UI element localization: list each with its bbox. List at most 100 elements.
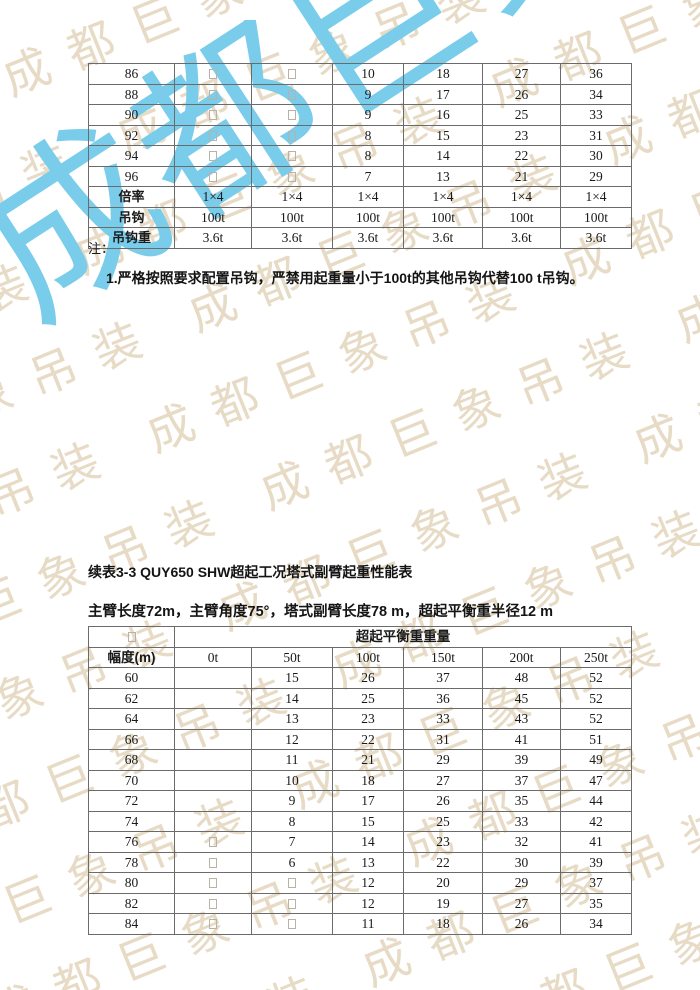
missing-glyph-box-icon — [127, 632, 136, 642]
table-row: 76 7 14 23 32 41 — [88, 831, 633, 853]
column-header-6: 250t — [559, 646, 633, 668]
empty-glyph-cell — [251, 165, 333, 187]
table-cell: 42 — [559, 810, 633, 832]
empty-glyph-cell — [251, 124, 333, 146]
table-cell — [174, 708, 252, 730]
missing-glyph-box-icon — [288, 898, 296, 909]
empty-glyph-cell — [251, 872, 333, 894]
table-cell: 47 — [559, 769, 633, 791]
missing-glyph-box-icon — [288, 130, 296, 141]
table-cell: 8 — [251, 810, 333, 832]
table-cell: 76 — [88, 831, 175, 853]
table-cell — [174, 667, 252, 689]
corner-cell — [88, 626, 175, 648]
table-row: 92 8 15 23 31 — [88, 124, 632, 146]
empty-glyph-cell — [174, 104, 252, 126]
table-row: 80 12 20 29 37 — [88, 872, 633, 894]
table-cell: 7 — [332, 165, 404, 187]
table-row: 62 14 25 36 45 52 — [88, 687, 633, 709]
table-subtitle: 主臂长度72m，主臂角度75°，塔式副臂长度78 m，超起平衡重半径12 m — [88, 604, 554, 620]
table-cell: 17 — [332, 790, 404, 812]
table-row: 94 8 14 22 30 — [88, 145, 632, 167]
empty-glyph-cell — [174, 913, 252, 935]
table-cell: 92 — [88, 124, 175, 146]
table-cell — [174, 790, 252, 812]
table-cell: 74 — [88, 810, 175, 832]
table-cell — [174, 728, 252, 750]
table-cell: 86 — [88, 63, 175, 85]
missing-glyph-box-icon — [288, 110, 296, 120]
table-cell: 100t — [332, 206, 404, 228]
table-cell: 1×4 — [482, 186, 561, 208]
table-cell: 20 — [403, 872, 483, 894]
table-row: 72 9 17 26 35 44 — [88, 790, 633, 812]
table-cell: 6 — [251, 851, 333, 873]
missing-glyph-box-icon — [209, 857, 217, 868]
missing-glyph-box-icon — [209, 171, 217, 182]
table-cell: 51 — [559, 728, 633, 750]
missing-glyph-box-icon — [209, 878, 217, 888]
table-cell: 21 — [482, 165, 561, 187]
table-cell — [174, 749, 252, 771]
table-cell: 1×4 — [560, 186, 632, 208]
missing-glyph-box-icon — [209, 69, 217, 79]
table-cell — [174, 687, 252, 709]
table-cell: 35 — [482, 790, 561, 812]
table-cell: 94 — [88, 145, 175, 167]
table-cell: 33 — [560, 104, 632, 126]
table-cell: 14 — [403, 145, 483, 167]
table-cell: 37 — [559, 872, 633, 894]
table-cell: 1×4 — [403, 186, 483, 208]
table-row: 88 9 17 26 34 — [88, 83, 632, 105]
table-cell: 16 — [403, 104, 483, 126]
table-row: 60 15 26 37 48 52 — [88, 667, 633, 689]
table-cell: 3.6t — [482, 227, 561, 249]
note-item-1: 1.严格按照要求配置吊钩，严禁用起重量小于100t的其他吊钩代替100 t吊钩。 — [106, 270, 584, 286]
table-cell: 41 — [482, 728, 561, 750]
table-cell: 10 — [251, 769, 333, 791]
missing-glyph-box-icon — [209, 898, 217, 909]
table-cell: 14 — [332, 831, 404, 853]
missing-glyph-box-icon — [288, 151, 296, 161]
group-header-counterweight-mass: 超起平衡重重量 — [173, 626, 633, 648]
empty-glyph-cell — [174, 831, 252, 853]
table-cell: 35 — [559, 892, 633, 914]
empty-glyph-cell — [251, 63, 333, 85]
table-cell: 22 — [482, 145, 561, 167]
table-cell: 100t — [560, 206, 632, 228]
table-cell: 22 — [332, 728, 404, 750]
table-cell: 吊钩 — [88, 206, 175, 228]
table-cell: 31 — [403, 728, 483, 750]
table-row: 74 8 15 25 33 42 — [88, 810, 633, 832]
table-cell: 30 — [560, 145, 632, 167]
table-row: 吊钩 100t 100t 100t 100t 100t 100t — [88, 206, 632, 228]
table-cell: 25 — [332, 687, 404, 709]
table-cell: 8 — [332, 145, 404, 167]
table-cell: 9 — [332, 104, 404, 126]
table-cell — [174, 810, 252, 832]
table-cell: 23 — [403, 831, 483, 853]
table-row: 70 10 18 27 37 47 — [88, 769, 633, 791]
empty-glyph-cell — [174, 145, 252, 167]
table-cell: 100t — [174, 206, 252, 228]
empty-glyph-cell — [174, 83, 252, 105]
column-header-4: 150t — [403, 646, 483, 668]
table-row: 86 10 18 27 36 — [88, 63, 632, 85]
missing-glyph-box-icon — [288, 171, 296, 182]
column-header-1: 0t — [174, 646, 252, 668]
table-cell: 25 — [403, 810, 483, 832]
table-cell: 18 — [403, 63, 483, 85]
empty-glyph-cell — [174, 63, 252, 85]
table-cell: 12 — [332, 892, 404, 914]
table-cell: 1×4 — [174, 186, 252, 208]
table-row: 倍率 1×4 1×4 1×4 1×4 1×4 1×4 — [88, 186, 632, 208]
table-cell: 15 — [403, 124, 483, 146]
table-cell: 37 — [482, 769, 561, 791]
empty-glyph-cell — [251, 913, 333, 935]
table-cell: 3.6t — [332, 227, 404, 249]
table-cell: 96 — [88, 165, 175, 187]
table-cell: 80 — [88, 872, 175, 894]
table-cell: 27 — [482, 892, 561, 914]
table-row: 66 12 22 31 41 51 — [88, 728, 633, 750]
